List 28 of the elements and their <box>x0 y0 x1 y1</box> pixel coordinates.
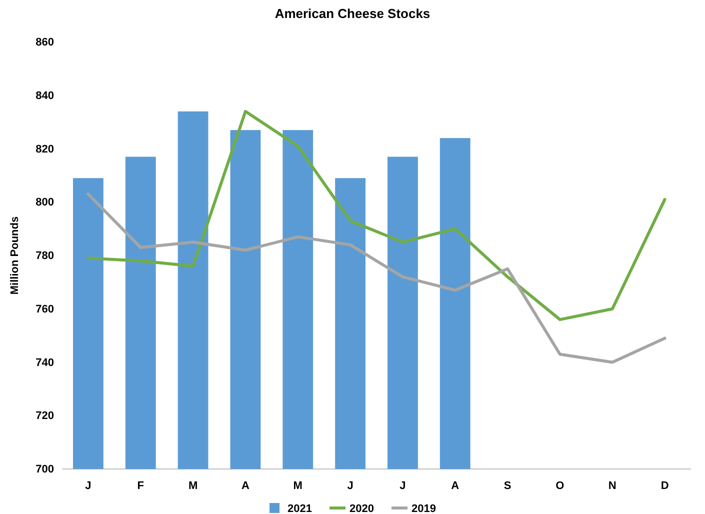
y-tick-label: 740 <box>36 356 54 369</box>
y-tick-label: 800 <box>36 196 54 209</box>
chart-title: American Cheese Stocks <box>274 6 430 21</box>
x-tick-label: A <box>241 480 250 492</box>
x-tick-label: N <box>608 480 616 492</box>
line-series <box>86 192 666 364</box>
y-tick-label: 840 <box>36 90 54 102</box>
x-tick-label: J <box>400 480 406 492</box>
x-tick-label: J <box>347 480 354 492</box>
x-tick-label: M <box>188 480 198 492</box>
legend-label: 2019 <box>412 503 436 514</box>
x-tick-label: S <box>504 480 512 492</box>
y-tick-label: 760 <box>36 303 54 316</box>
y-tick-label: 780 <box>36 250 54 262</box>
x-tick-label: F <box>137 480 144 492</box>
legend-label: 2021 <box>288 503 312 514</box>
y-tick-label: 860 <box>36 36 54 49</box>
x-tick-label: J <box>85 480 92 492</box>
x-tick-label: A <box>451 480 460 492</box>
legend-label: 2020 <box>350 503 374 514</box>
y-tick-label: 820 <box>36 143 54 156</box>
x-tick-label: M <box>293 480 302 492</box>
x-tick-label: O <box>556 480 565 492</box>
y-tick-label: 700 <box>36 464 54 476</box>
y-axis-title: Million Pounds <box>9 216 21 295</box>
line-series <box>86 110 666 322</box>
y-tick-label: 720 <box>36 410 54 422</box>
x-tick-label: D <box>660 480 669 492</box>
